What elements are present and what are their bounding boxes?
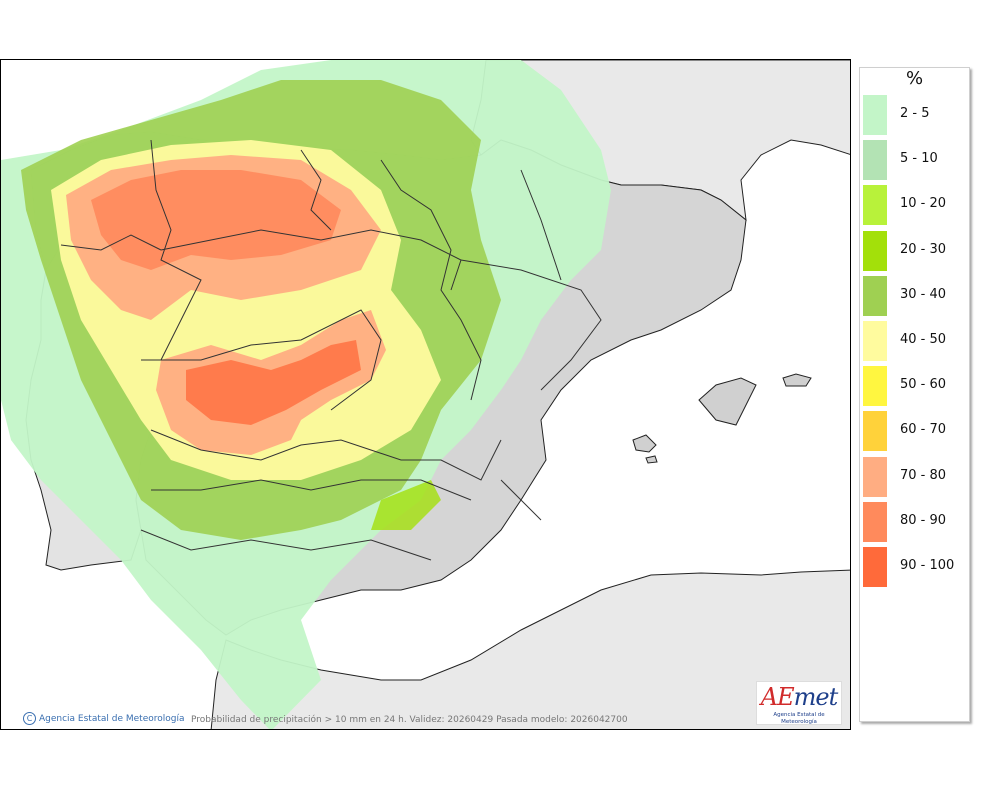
legend-item: 20 - 30 — [863, 230, 968, 271]
legend-swatch — [863, 411, 887, 452]
legend-label: 60 - 70 — [900, 422, 947, 438]
mallorca-island — [698, 377, 757, 426]
prob-band-red — [91, 170, 341, 270]
prob-band-green-strong — [371, 480, 441, 530]
legend-label: 5 - 10 — [900, 151, 938, 167]
legend-label: 10 - 20 — [900, 196, 947, 212]
legend-label: 80 - 90 — [900, 512, 947, 528]
legend-swatch — [863, 547, 887, 587]
legend-swatch — [863, 321, 887, 361]
credit-text: Agencia Estatal de Meteorología — [39, 714, 185, 724]
legend-label: 30 - 40 — [900, 286, 947, 302]
legend-item: 10 - 20 — [863, 185, 968, 226]
credit-label: C Agencia Estatal de Meteorología — [23, 712, 185, 725]
legend-unit: % — [905, 68, 924, 89]
legend-item: 90 - 100 — [863, 547, 968, 587]
legend-swatch — [863, 95, 887, 135]
legend-item: 2 - 5 — [863, 95, 968, 135]
legend-item: 80 - 90 — [863, 501, 968, 542]
legend-label: 90 - 100 — [900, 558, 955, 573]
legend-label: 40 - 50 — [900, 332, 947, 347]
legend-label: 2 - 5 — [900, 106, 930, 121]
precipitation-map — [1, 60, 850, 729]
menorca-island — [782, 373, 812, 387]
aemet-logo: AEmet Agencia Estatal de Meteorología — [756, 681, 842, 725]
legend-item: 30 - 40 — [863, 275, 968, 316]
legend-label: 20 - 30 — [900, 241, 947, 257]
legend-item: 5 - 10 — [863, 140, 968, 181]
legend-swatch — [863, 140, 887, 181]
africa-land — [210, 569, 850, 729]
legend-swatch — [863, 456, 887, 497]
ibiza-island — [632, 434, 657, 453]
legend-item: 50 - 60 — [863, 366, 968, 407]
legend-swatch — [863, 185, 887, 226]
map-caption: Probabilidad de precipitación > 10 mm en… — [191, 715, 628, 725]
aemet-logo-subtitle: Agencia Estatal de Meteorología — [773, 712, 825, 725]
legend-item: 70 - 80 — [863, 456, 968, 497]
prob-band-red-center — [186, 340, 361, 425]
legend-swatch — [863, 230, 887, 271]
legend-panel: % 2 - 5 5 - 10 10 - 20 20 - 30 30 - 40 40 - 5… — [859, 67, 970, 722]
legend-item: 40 - 50 — [863, 321, 968, 361]
region-borders — [60, 139, 602, 561]
legend-label: 50 - 60 — [900, 377, 947, 393]
legend-swatch — [863, 275, 887, 316]
aemet-logo-mark: AEmet — [760, 683, 838, 711]
copyright-icon: C — [23, 712, 36, 725]
formentera-island — [645, 455, 658, 464]
legend-label: 70 - 80 — [900, 467, 947, 483]
map-panel[interactable]: C Agencia Estatal de Meteorología Probabi… — [0, 59, 851, 730]
legend-swatch — [863, 501, 887, 542]
legend-swatch — [863, 366, 887, 407]
legend-item: 60 - 70 — [863, 411, 968, 452]
